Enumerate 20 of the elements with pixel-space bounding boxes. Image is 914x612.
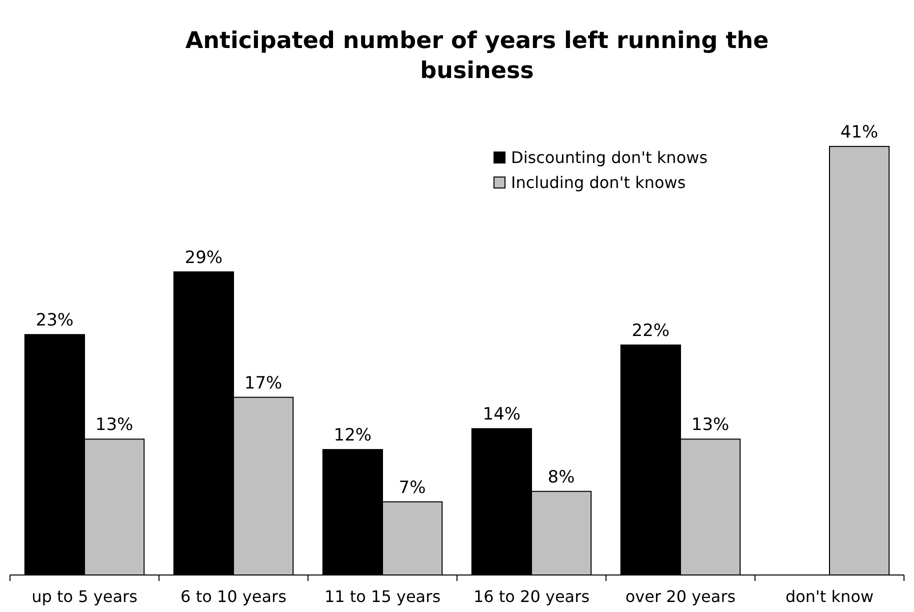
x-tick-label: 16 to 20 years xyxy=(473,587,590,606)
data-label: 8% xyxy=(548,467,575,488)
data-label: 17% xyxy=(244,373,282,394)
legend-label: Including don't knows xyxy=(511,173,686,192)
data-label: 7% xyxy=(398,478,426,498)
x-tick-label: don't know xyxy=(785,587,874,606)
data-label: 13% xyxy=(95,415,134,436)
data-label: 23% xyxy=(36,310,74,331)
x-tick-label: 11 to 15 years xyxy=(324,587,441,606)
chart-title: Anticipated number of years left running the business xyxy=(185,28,769,84)
legend-label: Discounting don't knows xyxy=(511,148,708,167)
data-label: 14% xyxy=(482,404,521,425)
x-tick-label: 6 to 10 years xyxy=(180,587,286,606)
x-tick-label: up to 5 years xyxy=(32,587,138,606)
x-tick-label: over 20 years xyxy=(625,587,736,606)
data-label: 12% xyxy=(334,426,372,446)
data-label: 22% xyxy=(632,321,670,342)
data-label: 41% xyxy=(840,122,878,142)
data-label: 13% xyxy=(691,415,730,436)
data-label: 29% xyxy=(184,248,223,268)
